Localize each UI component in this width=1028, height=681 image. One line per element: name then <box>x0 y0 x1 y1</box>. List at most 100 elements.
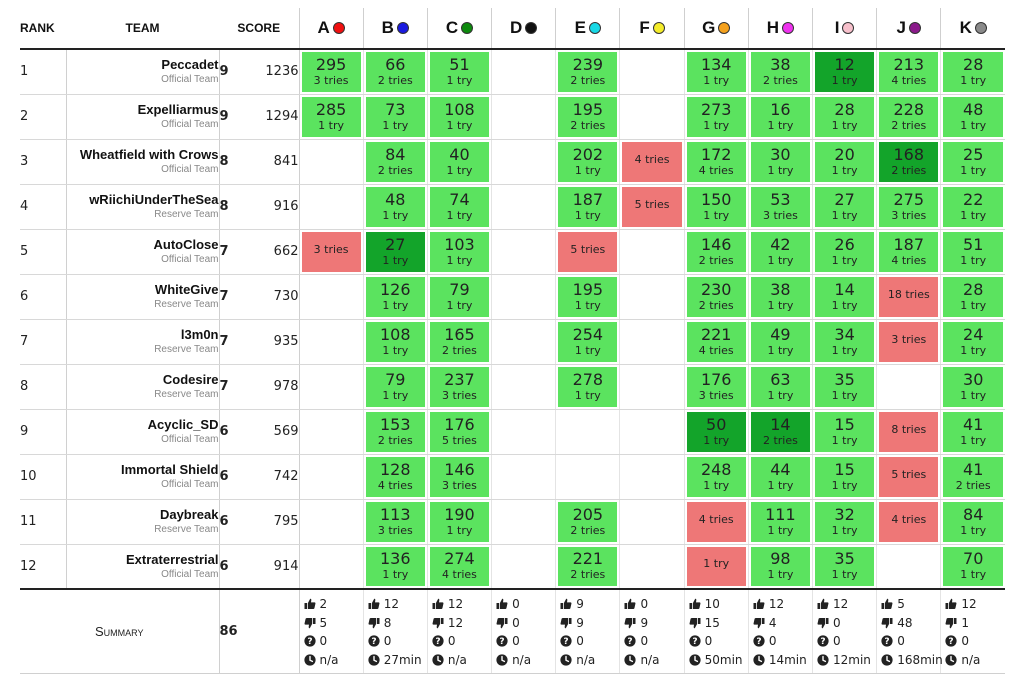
accepted-box[interactable]: 187 4 tries <box>879 231 939 272</box>
accepted-box[interactable]: 98 1 try <box>750 546 810 586</box>
accepted-box[interactable]: 221 4 tries <box>686 321 746 362</box>
accepted-box[interactable]: 30 1 try <box>943 366 1004 407</box>
accepted-box[interactable]: 111 1 try <box>750 501 810 542</box>
accepted-box[interactable]: 213 4 tries <box>879 52 939 92</box>
team-name[interactable]: wRiichiUnderTheSea <box>89 192 219 207</box>
accepted-box[interactable]: 63 1 try <box>750 366 810 407</box>
accepted-box[interactable]: 103 1 try <box>429 231 490 272</box>
accepted-box[interactable]: 16 1 try <box>750 96 810 137</box>
accepted-box[interactable]: 66 2 tries <box>365 52 425 92</box>
team-cell[interactable]: Peccadet Official Team <box>65 49 220 95</box>
team-cell[interactable]: wRiichiUnderTheSea Reserve Team <box>65 184 220 230</box>
rejected-box[interactable]: 5 tries <box>558 231 618 272</box>
problem-header-k[interactable]: K <box>940 8 1006 50</box>
team-name[interactable]: Expelliarmus <box>137 102 219 117</box>
team-cell[interactable]: Acyclic_SD Official Team <box>65 409 220 455</box>
accepted-box[interactable]: 84 1 try <box>943 501 1004 542</box>
accepted-box[interactable]: 237 3 tries <box>429 366 490 407</box>
rejected-box[interactable]: 3 tries <box>301 231 361 272</box>
accepted-box[interactable]: 24 1 try <box>943 321 1004 362</box>
accepted-box[interactable]: 165 2 tries <box>429 321 490 362</box>
accepted-box[interactable]: 146 2 tries <box>686 231 746 272</box>
accepted-box[interactable]: 153 2 tries <box>365 411 425 452</box>
accepted-box[interactable]: 202 1 try <box>558 141 618 182</box>
accepted-box[interactable]: 48 1 try <box>365 186 425 227</box>
accepted-box[interactable]: 26 1 try <box>815 231 875 272</box>
team-cell[interactable]: Codesire Reserve Team <box>65 364 220 410</box>
accepted-box[interactable]: 27 1 try <box>815 186 875 227</box>
accepted-box[interactable]: 53 3 tries <box>750 186 810 227</box>
problem-header-b[interactable]: B <box>362 8 428 50</box>
team-name[interactable]: Extraterrestrial <box>126 551 219 567</box>
accepted-box[interactable]: 48 1 try <box>943 96 1004 137</box>
accepted-box[interactable]: 20 1 try <box>815 141 875 182</box>
accepted-box[interactable]: 44 1 try <box>750 456 810 497</box>
accepted-box[interactable]: 35 1 try <box>815 366 875 407</box>
team-cell[interactable]: Wheatfield with Crows Official Team <box>65 139 220 185</box>
rejected-box[interactable]: 18 tries <box>879 276 939 317</box>
problem-header-i[interactable]: I <box>811 8 877 50</box>
accepted-box[interactable]: 74 1 try <box>429 186 490 227</box>
accepted-box[interactable]: 41 2 tries <box>943 456 1004 497</box>
accepted-box[interactable]: 38 2 tries <box>750 52 810 92</box>
accepted-box[interactable]: 187 1 try <box>558 186 618 227</box>
accepted-box[interactable]: 51 1 try <box>429 52 490 92</box>
first-solve-box[interactable]: 14 2 tries <box>750 411 810 452</box>
accepted-box[interactable]: 146 3 tries <box>429 456 490 497</box>
team-name[interactable]: l3m0n <box>180 327 219 342</box>
team-cell[interactable]: Daybreak Reserve Team <box>65 499 220 545</box>
accepted-box[interactable]: 150 1 try <box>686 186 746 227</box>
accepted-box[interactable]: 34 1 try <box>815 321 875 362</box>
team-name[interactable]: Acyclic_SD <box>147 417 219 432</box>
team-cell[interactable]: l3m0n Reserve Team <box>65 319 220 365</box>
accepted-box[interactable]: 221 2 tries <box>558 546 618 586</box>
accepted-box[interactable]: 274 4 tries <box>429 546 490 586</box>
accepted-box[interactable]: 15 1 try <box>815 411 875 452</box>
rejected-box[interactable]: 1 try <box>686 546 746 586</box>
accepted-box[interactable]: 32 1 try <box>815 501 875 542</box>
accepted-box[interactable]: 15 1 try <box>815 456 875 497</box>
team-name[interactable]: Daybreak <box>159 507 219 522</box>
accepted-box[interactable]: 205 2 tries <box>558 501 618 542</box>
accepted-box[interactable]: 176 3 tries <box>686 366 746 407</box>
accepted-box[interactable]: 108 1 try <box>365 321 425 362</box>
accepted-box[interactable]: 285 1 try <box>301 96 361 137</box>
team-name[interactable]: Peccadet <box>161 57 219 73</box>
accepted-box[interactable]: 42 1 try <box>750 231 810 272</box>
team-cell[interactable]: Extraterrestrial Official Team <box>65 544 220 590</box>
accepted-box[interactable]: 190 1 try <box>429 501 490 542</box>
accepted-box[interactable]: 278 1 try <box>558 366 618 407</box>
first-solve-box[interactable]: 168 2 tries <box>879 141 939 182</box>
problem-header-j[interactable]: J <box>876 8 941 50</box>
rejected-box[interactable]: 4 tries <box>622 141 682 182</box>
rejected-box[interactable]: 3 tries <box>879 321 939 362</box>
rejected-box[interactable]: 4 tries <box>686 501 746 542</box>
rejected-box[interactable]: 4 tries <box>879 501 939 542</box>
problem-header-e[interactable]: E <box>555 8 620 50</box>
accepted-box[interactable]: 275 3 tries <box>879 186 939 227</box>
accepted-box[interactable]: 25 1 try <box>943 141 1004 182</box>
accepted-box[interactable]: 28 1 try <box>815 96 875 137</box>
accepted-box[interactable]: 40 1 try <box>429 141 490 182</box>
problem-header-c[interactable]: C <box>426 8 492 50</box>
team-name[interactable]: Immortal Shield <box>120 462 219 477</box>
team-name[interactable]: WhiteGive <box>154 282 219 297</box>
accepted-box[interactable]: 38 1 try <box>750 276 810 317</box>
accepted-box[interactable]: 84 2 tries <box>365 141 425 182</box>
accepted-box[interactable]: 49 1 try <box>750 321 810 362</box>
team-name[interactable]: Codesire <box>162 372 219 387</box>
accepted-box[interactable]: 195 2 tries <box>558 96 618 137</box>
rejected-box[interactable]: 5 tries <box>622 186 682 227</box>
accepted-box[interactable]: 108 1 try <box>429 96 490 137</box>
problem-header-f[interactable]: F <box>619 8 685 50</box>
accepted-box[interactable]: 73 1 try <box>365 96 425 137</box>
problem-header-g[interactable]: G <box>683 8 749 50</box>
accepted-box[interactable]: 28 1 try <box>943 276 1004 317</box>
first-solve-box[interactable]: 12 1 try <box>815 52 875 92</box>
accepted-box[interactable]: 70 1 try <box>943 546 1004 586</box>
accepted-box[interactable]: 79 1 try <box>365 366 425 407</box>
first-solve-box[interactable]: 50 1 try <box>686 411 746 452</box>
team-cell[interactable]: AutoClose Official Team <box>65 229 220 275</box>
rejected-box[interactable]: 5 tries <box>879 456 939 497</box>
team-cell[interactable]: Expelliarmus Official Team <box>65 94 220 140</box>
